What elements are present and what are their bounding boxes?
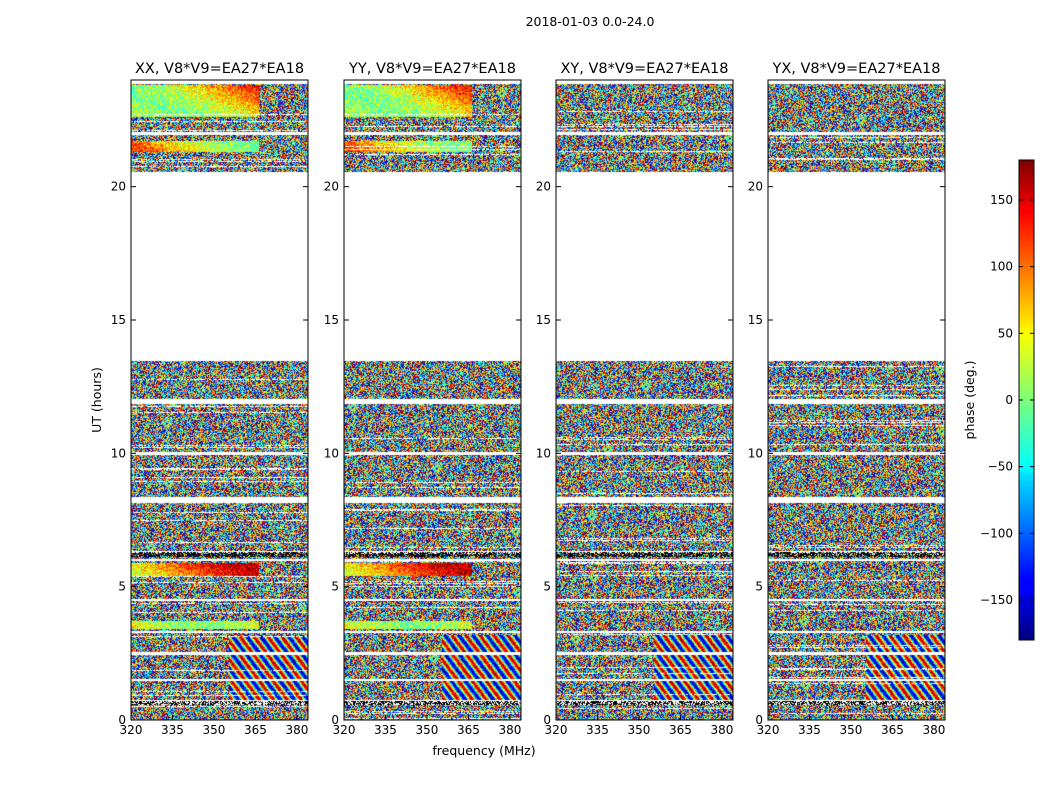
figure-suptitle: 2018-01-03 0.0-24.0 — [526, 14, 655, 29]
y-tick-label: 15 — [324, 313, 339, 327]
x-tick-label: 365 — [881, 723, 904, 737]
axes-frame-yy — [343, 79, 522, 721]
panel-xy: XY, V8*V9=EA27*EA18 320 335 350 365 380 0510… — [536, 61, 734, 737]
x-tick-label: 350 — [628, 723, 651, 737]
y-tick-label: 15 — [536, 313, 551, 327]
y-ticks-yy: 0 5 10 15 20 — [324, 180, 521, 727]
y-tick-label: 0 — [331, 713, 339, 727]
y-tick-label: 0 — [755, 713, 763, 727]
x-tick-label: 350 — [840, 723, 863, 737]
y-tick-label: 10 — [324, 446, 339, 460]
y-tick-label: 20 — [748, 180, 763, 194]
colorbar-label: phase (deg.) — [962, 361, 977, 440]
y-axis-label: UT (hours) — [89, 367, 104, 433]
x-tick-label: 335 — [374, 723, 397, 737]
panel-title-xx: XX, V8*V9=EA27*EA18 — [135, 61, 304, 77]
x-tick-label: 365 — [244, 723, 267, 737]
y-tick-label: 20 — [324, 180, 339, 194]
x-tick-label: 365 — [669, 723, 692, 737]
y-tick-label: 5 — [755, 580, 763, 594]
axes-frame-yx — [767, 79, 946, 721]
y-tick-label: 5 — [118, 580, 126, 594]
y-tick-label: 5 — [331, 580, 339, 594]
colorbar-tick-label: 150 — [990, 193, 1013, 207]
y-tick-label: 15 — [748, 313, 763, 327]
colorbar-tick-label: 100 — [990, 260, 1013, 274]
x-ticks-xy: 320 335 350 365 380 — [545, 715, 733, 737]
panel-yy: YY, V8*V9=EA27*EA18 320 335 350 365 380 0510… — [324, 61, 522, 737]
axes-frame-xy — [555, 79, 734, 721]
colorbar: −150 −100 −50 0 50 100 150 phase (deg.) — [962, 159, 1035, 641]
x-ticks-xx: 320 335 350 365 380 — [120, 715, 308, 737]
x-tick-label: 335 — [161, 723, 184, 737]
x-tick-label: 365 — [457, 723, 480, 737]
panel-yx: YX, V8*V9=EA27*EA18 320 335 350 365 380 0510… — [748, 61, 946, 737]
y-tick-label: 10 — [748, 446, 763, 460]
axes-frame-xx — [130, 79, 309, 721]
x-tick-label: 350 — [203, 723, 226, 737]
y-ticks-yx: 0 5 10 15 20 — [748, 180, 945, 727]
y-tick-label: 10 — [536, 446, 551, 460]
x-tick-label: 350 — [416, 723, 439, 737]
x-tick-label: 335 — [798, 723, 821, 737]
y-ticks-xx: 0 5 10 15 20 — [111, 180, 308, 727]
y-tick-label: 20 — [111, 180, 126, 194]
colorbar-tick-label: 50 — [998, 326, 1013, 340]
y-tick-label: 20 — [536, 180, 551, 194]
x-axis-label: frequency (MHz) — [432, 743, 535, 758]
y-tick-label: 0 — [543, 713, 551, 727]
x-tick-label: 380 — [710, 723, 733, 737]
x-tick-label: 380 — [498, 723, 521, 737]
x-ticks-yy: 320 335 350 365 380 — [333, 715, 521, 737]
panel-xx: XX, V8*V9=EA27*EA18 320 335 350 365 380 0510… — [111, 61, 309, 737]
colorbar-tick-label: −100 — [980, 526, 1013, 540]
y-ticks-xy: 0 5 10 15 20 — [536, 180, 733, 727]
panel-title-xy: XY, V8*V9=EA27*EA18 — [560, 61, 728, 77]
colorbar-tick-label: −150 — [980, 593, 1013, 607]
y-tick-label: 10 — [111, 446, 126, 460]
x-tick-label: 380 — [285, 723, 308, 737]
colorbar-tick-label: −50 — [988, 460, 1013, 474]
colorbar-tick-label: 0 — [1005, 393, 1013, 407]
panel-title-yx: YX, V8*V9=EA27*EA18 — [771, 61, 940, 77]
x-ticks-yx: 320 335 350 365 380 — [757, 715, 945, 737]
y-tick-label: 15 — [111, 313, 126, 327]
panel-title-yy: YY, V8*V9=EA27*EA18 — [348, 61, 516, 77]
y-tick-label: 5 — [543, 580, 551, 594]
x-tick-label: 380 — [922, 723, 945, 737]
y-tick-label: 0 — [118, 713, 126, 727]
x-tick-label: 335 — [586, 723, 609, 737]
